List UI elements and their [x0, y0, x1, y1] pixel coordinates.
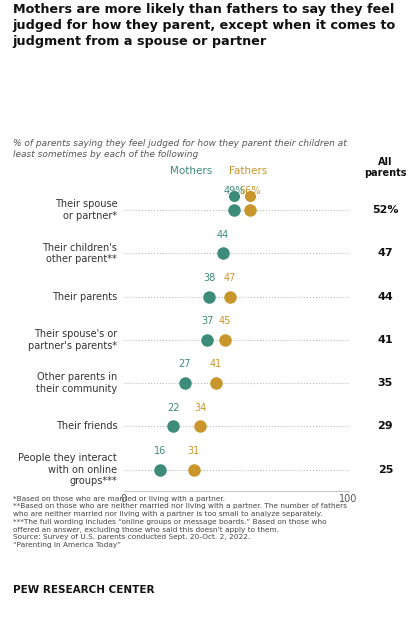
Text: 41: 41 [378, 335, 393, 345]
Text: Their children's
other parent**: Their children's other parent** [42, 243, 117, 264]
Text: Their spouse
or partner*: Their spouse or partner* [55, 200, 117, 221]
Text: 47: 47 [223, 273, 236, 283]
Text: Mothers are more likely than fathers to say they feel
judged for how they parent: Mothers are more likely than fathers to … [13, 3, 396, 48]
Text: 47: 47 [378, 248, 393, 258]
Text: % of parents saying they feel judged for how they parent their children at
least: % of parents saying they feel judged for… [13, 139, 346, 159]
Text: PEW RESEARCH CENTER: PEW RESEARCH CENTER [13, 585, 154, 595]
Text: 52%: 52% [372, 205, 399, 215]
Text: *Based on those who are married or living with a partner.
**Based on those who a: *Based on those who are married or livin… [13, 496, 346, 548]
Text: Their parents: Their parents [52, 292, 117, 302]
Text: People they interact
with on online
groups***: People they interact with on online grou… [18, 453, 117, 486]
Text: 31: 31 [187, 446, 199, 456]
Text: 37: 37 [201, 316, 213, 326]
Text: 29: 29 [378, 421, 393, 431]
Text: 45: 45 [219, 316, 231, 326]
Text: 34: 34 [194, 402, 206, 413]
Text: 41: 41 [210, 359, 222, 370]
Text: 35: 35 [378, 378, 393, 388]
Text: 27: 27 [178, 359, 191, 370]
Text: 56%: 56% [239, 186, 260, 197]
Text: Their spouse's or
partner's parents*: Their spouse's or partner's parents* [28, 329, 117, 350]
Text: 22: 22 [167, 402, 180, 413]
Text: 25: 25 [378, 465, 393, 475]
Text: 44: 44 [378, 292, 393, 302]
Text: Their friends: Their friends [55, 421, 117, 431]
Text: All
parents: All parents [364, 157, 407, 179]
Text: Other parents in
their community: Other parents in their community [36, 373, 117, 394]
Text: 38: 38 [203, 273, 215, 283]
Text: 16: 16 [154, 446, 166, 456]
Text: 49%: 49% [223, 186, 245, 197]
Text: 44: 44 [217, 229, 229, 240]
Text: Fathers: Fathers [228, 166, 267, 176]
Text: Mothers: Mothers [170, 166, 212, 176]
